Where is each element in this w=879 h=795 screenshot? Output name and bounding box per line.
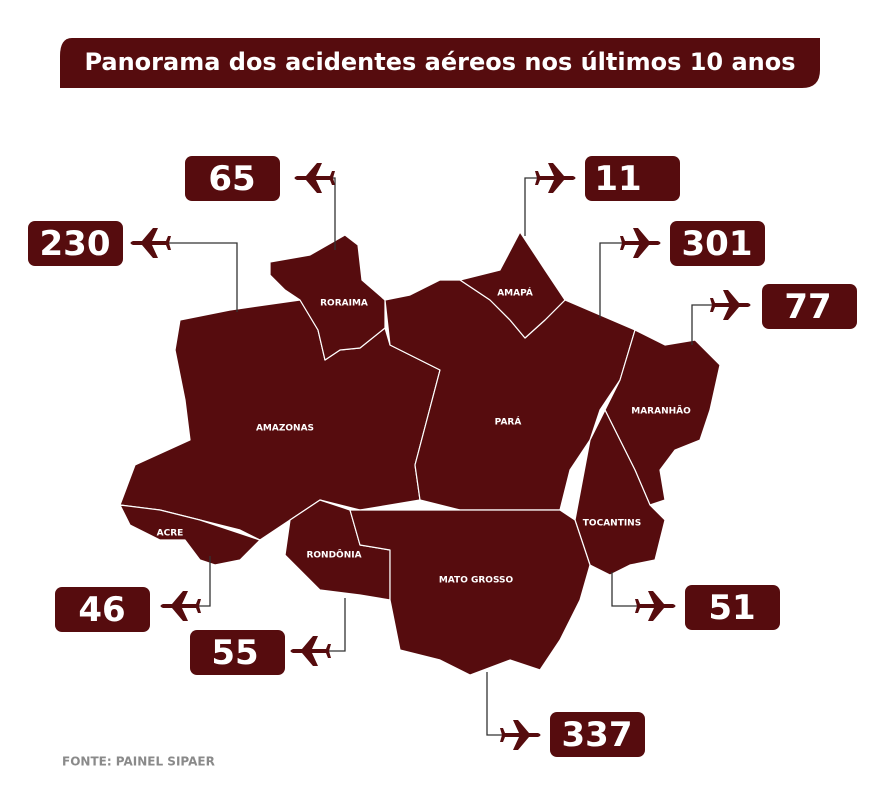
value-box — [685, 585, 780, 630]
state-amapa — [459, 231, 566, 339]
value-box — [550, 712, 645, 757]
leader-line — [486, 672, 505, 736]
leader-line — [330, 177, 336, 250]
source: FONTE: PAINEL SIPAER — [62, 755, 215, 769]
value-box — [670, 221, 765, 266]
leader-line — [165, 242, 238, 312]
value-box — [762, 284, 857, 329]
title: Panorama dos acidentes aéreos nos último… — [84, 48, 795, 76]
value-label: 55 — [211, 633, 258, 673]
value-label: 46 — [78, 590, 125, 630]
value-box — [185, 156, 280, 201]
leader-line — [599, 242, 625, 318]
state-label: RORAIMA — [320, 299, 368, 309]
plane-icon — [535, 163, 576, 193]
value-label: 11 — [594, 159, 641, 199]
value-box — [585, 156, 680, 201]
value-label: 51 — [708, 588, 755, 628]
state-mato-grosso — [349, 509, 591, 676]
leader-line — [524, 177, 540, 236]
plane-icon — [500, 720, 541, 750]
plane-icon — [635, 591, 676, 621]
state-label: RONDÔNIA — [306, 549, 361, 561]
value-box — [55, 587, 150, 632]
leader-line — [611, 572, 640, 607]
state-label: ACRE — [157, 529, 184, 539]
state-label: AMAZONAS — [256, 424, 314, 434]
value-box — [28, 221, 123, 266]
leader-line — [325, 598, 346, 652]
state-tocantins — [574, 409, 666, 576]
plane-icon — [710, 290, 751, 320]
value-label: 301 — [682, 224, 753, 264]
value-label: 230 — [40, 224, 111, 264]
plane-icon — [290, 636, 331, 666]
value-label: 77 — [784, 287, 831, 327]
plane-icon — [620, 228, 661, 258]
title-banner — [60, 38, 820, 88]
state-label: PARÁ — [495, 416, 522, 428]
state-label: MATO GROSSO — [439, 576, 514, 586]
state-roraima — [269, 234, 386, 361]
value-boxes: 65 230 11 301 77 46 55 51 337 — [28, 156, 857, 757]
plane-icon — [160, 591, 201, 621]
plane-icon — [130, 228, 171, 258]
leader-line — [195, 556, 211, 607]
state-label: MARANHÃO — [631, 406, 691, 417]
state-acre — [119, 504, 261, 566]
state-label: AMAPÁ — [497, 287, 533, 299]
plane-icon — [294, 163, 335, 193]
state-label: TOCANTINS — [583, 519, 641, 529]
value-box — [190, 630, 285, 675]
value-label: 65 — [208, 159, 255, 199]
map: RORAIMA AMAZONAS AMAPÁ PARÁ MARANHÃO ACR… — [119, 231, 721, 676]
leader-line — [691, 304, 715, 345]
value-label: 337 — [562, 715, 633, 755]
